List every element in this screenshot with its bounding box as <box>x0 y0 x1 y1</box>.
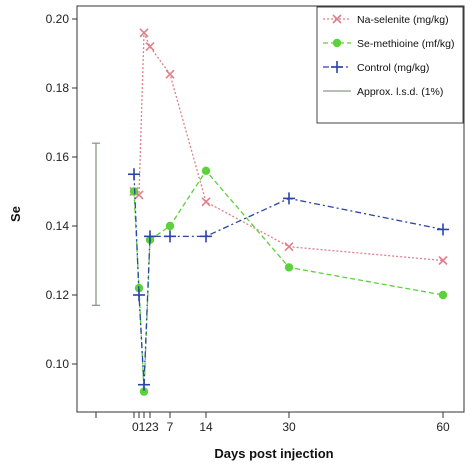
data-point <box>438 290 448 300</box>
series-group <box>128 28 449 396</box>
lsd-bar <box>92 142 100 307</box>
legend-entry: Se-methioine (mf/kg) <box>323 38 454 50</box>
x-tick-label: 60 <box>436 420 450 434</box>
y-tick-label: 0.14 <box>46 219 70 233</box>
data-point <box>165 221 175 231</box>
data-point <box>201 197 211 207</box>
axes: 0.10 0.12 0.14 0.16 0.18 0.20 0123 7 14 30 60 <box>46 5 465 434</box>
legend-entry: Na-selenite (mg/kg) <box>323 14 449 26</box>
y-tick-label: 0.16 <box>46 150 70 164</box>
legend-entry: Control (mg/kg) <box>323 61 429 74</box>
data-point <box>139 387 149 396</box>
series-line <box>133 174 444 385</box>
x-axis-title: Days post injection <box>214 446 333 461</box>
legend-label: Control (mg/kg) <box>357 62 429 74</box>
series-line <box>133 32 444 262</box>
data-point <box>284 263 294 272</box>
legend-box <box>316 6 464 124</box>
legend-label: Approx. l.s.d. (1%) <box>357 86 443 98</box>
data-point <box>284 242 294 252</box>
y-axis-title: Se <box>8 206 23 222</box>
data-point <box>201 166 211 175</box>
x-tick-label: 7 <box>167 420 174 434</box>
x-tick-label: 30 <box>282 420 296 434</box>
legend-entry: Approx. l.s.d. (1%) <box>323 86 443 98</box>
y-tick-label: 0.20 <box>46 12 70 26</box>
plot-frame <box>76 5 465 413</box>
data-point <box>165 69 175 79</box>
series-3 <box>128 168 449 391</box>
data-point <box>438 255 448 266</box>
x-tick-label: 14 <box>199 420 213 434</box>
legend-swatch-marker <box>332 38 342 48</box>
legend: Na-selenite (mg/kg) Se-methioine (mf/kg) C… <box>316 6 464 124</box>
data-point <box>145 42 155 52</box>
legend-label: Se-methioine (mf/kg) <box>357 38 454 50</box>
x-tick-label-cluster: 0123 <box>132 420 159 434</box>
data-point <box>134 190 144 200</box>
legend-swatch-marker <box>332 14 342 24</box>
legend-label: Na-selenite (mg/kg) <box>357 14 449 26</box>
data-point <box>139 28 149 38</box>
y-tick-label: 0.12 <box>46 288 70 302</box>
data-point <box>129 187 139 196</box>
y-tick-label: 0.18 <box>46 81 70 95</box>
y-tick-label: 0.10 <box>46 357 70 371</box>
